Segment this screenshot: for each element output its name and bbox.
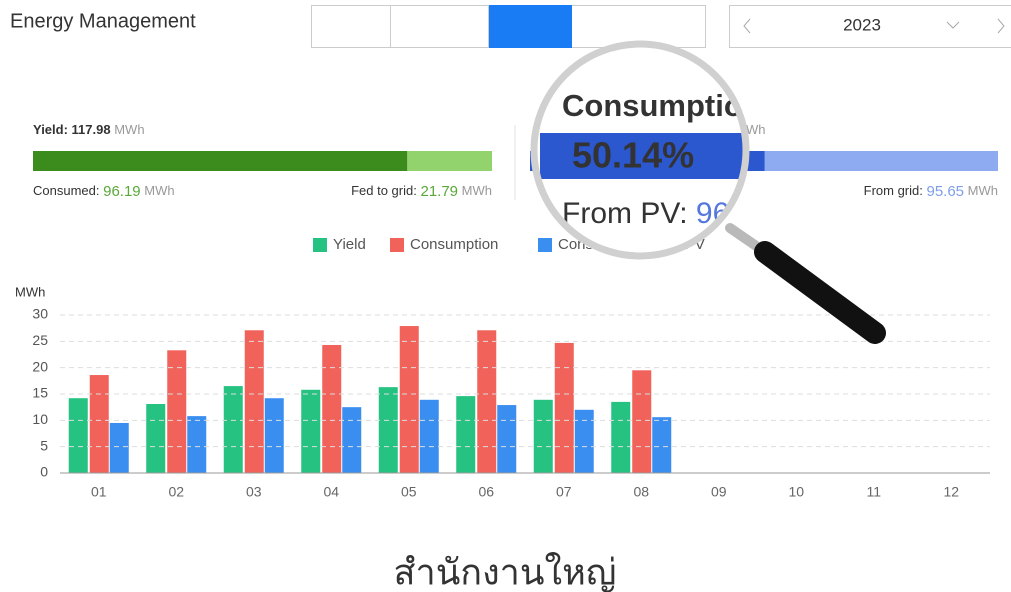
unit: MWh bbox=[144, 183, 174, 198]
bar bbox=[400, 326, 419, 473]
from-pv-label: From PV: bbox=[560, 183, 614, 198]
bar bbox=[69, 398, 88, 473]
bar bbox=[322, 345, 341, 473]
bar bbox=[420, 400, 439, 473]
unit: MWh bbox=[462, 183, 492, 198]
share-bar bbox=[765, 151, 998, 171]
bar bbox=[555, 343, 574, 473]
unit: MWh bbox=[659, 183, 689, 198]
x-tick-label: 07 bbox=[556, 484, 572, 500]
bar bbox=[497, 405, 516, 473]
x-tick-label: 04 bbox=[323, 484, 339, 500]
y-tick-label: 15 bbox=[32, 385, 48, 401]
bar bbox=[611, 402, 630, 473]
bar bbox=[187, 416, 206, 473]
bar bbox=[301, 390, 320, 473]
tab[interactable] bbox=[489, 6, 572, 48]
x-tick-label: 11 bbox=[866, 484, 881, 500]
consumption-label: Consumption: bbox=[600, 122, 688, 137]
legend-label: Consumption bbox=[410, 236, 498, 253]
y-tick-label: 20 bbox=[32, 358, 48, 374]
yield-header: Yield: 117.98 MWh bbox=[33, 122, 145, 137]
x-tick-label: 03 bbox=[246, 484, 262, 500]
year-value: 2023 bbox=[843, 15, 881, 34]
bar bbox=[632, 370, 651, 473]
page-title: Energy Management bbox=[10, 10, 196, 32]
from-pv-text: From PV: 96.19 MWh bbox=[560, 183, 690, 200]
legend-swatch[interactable] bbox=[313, 238, 327, 252]
x-tick-label: 10 bbox=[788, 484, 804, 500]
legend-swatch[interactable] bbox=[390, 238, 404, 252]
x-tick-label: 02 bbox=[168, 484, 184, 500]
y-tick-label: 0 bbox=[40, 464, 48, 480]
x-tick-label: 12 bbox=[943, 484, 959, 500]
x-tick-label: 01 bbox=[91, 484, 107, 500]
bar bbox=[245, 330, 264, 473]
share-bar bbox=[530, 151, 765, 171]
bar bbox=[477, 330, 496, 473]
bar bbox=[265, 398, 284, 473]
from-pv-value: 96.19 bbox=[618, 183, 656, 200]
y-tick-label: 10 bbox=[32, 411, 48, 427]
share-bar bbox=[407, 151, 492, 171]
x-tick-label: 05 bbox=[401, 484, 417, 500]
yield-total: 117.98 bbox=[72, 122, 111, 137]
consumed-value: 96.19 bbox=[103, 183, 141, 200]
page: Consumption from PV Consumption Yield 12 11 1… bbox=[0, 0, 1011, 592]
legend-swatch[interactable] bbox=[538, 238, 552, 252]
consumed-label: Consumed: bbox=[33, 183, 99, 198]
fed-value: 21.79 bbox=[420, 183, 458, 200]
tab[interactable] bbox=[391, 6, 489, 48]
from-grid-value: 95.65 bbox=[926, 183, 964, 200]
yield-label: Yield: bbox=[33, 122, 68, 137]
bar bbox=[90, 375, 109, 473]
tab[interactable] bbox=[572, 6, 706, 48]
consumption-header: Consumption: 191.84 MWh bbox=[600, 122, 765, 137]
consumption-total: 191.84 bbox=[692, 122, 733, 137]
y-axis-label: MWh bbox=[15, 284, 45, 299]
fed-text: Fed to grid: 21.79 MWh bbox=[351, 183, 492, 200]
unit: MWh bbox=[735, 122, 765, 137]
bar bbox=[456, 396, 475, 473]
unit: MWh bbox=[968, 183, 998, 198]
tab[interactable] bbox=[312, 6, 391, 48]
bar bbox=[110, 423, 129, 473]
legend-label: Yield bbox=[333, 236, 366, 253]
from-grid-label: From grid: bbox=[864, 183, 923, 198]
x-tick-label: 09 bbox=[711, 484, 727, 500]
y-tick-label: 30 bbox=[32, 306, 48, 322]
screen: Consumption from PV Consumption Yield 12 11 1… bbox=[0, 0, 1011, 592]
footer-caption: สำนักงานใหญ่ bbox=[394, 552, 617, 592]
bar bbox=[342, 407, 361, 473]
x-tick-label: 08 bbox=[633, 484, 649, 500]
share-bar bbox=[33, 151, 407, 171]
x-tick-label: 06 bbox=[478, 484, 494, 500]
from-grid-text: From grid: 95.65 MWh bbox=[864, 183, 998, 200]
bar bbox=[224, 386, 243, 473]
bar bbox=[379, 387, 398, 473]
bar bbox=[534, 400, 553, 473]
bar bbox=[652, 417, 671, 473]
bar bbox=[167, 350, 186, 473]
consumed-text: Consumed: 96.19 MWh bbox=[33, 183, 175, 200]
bar bbox=[575, 410, 594, 473]
unit: MWh bbox=[114, 122, 144, 137]
bar bbox=[146, 404, 165, 473]
fed-label: Fed to grid: bbox=[351, 183, 417, 198]
y-tick-label: 25 bbox=[32, 332, 48, 348]
legend-label: Consumption from PV bbox=[558, 236, 705, 253]
y-tick-label: 5 bbox=[40, 437, 48, 453]
